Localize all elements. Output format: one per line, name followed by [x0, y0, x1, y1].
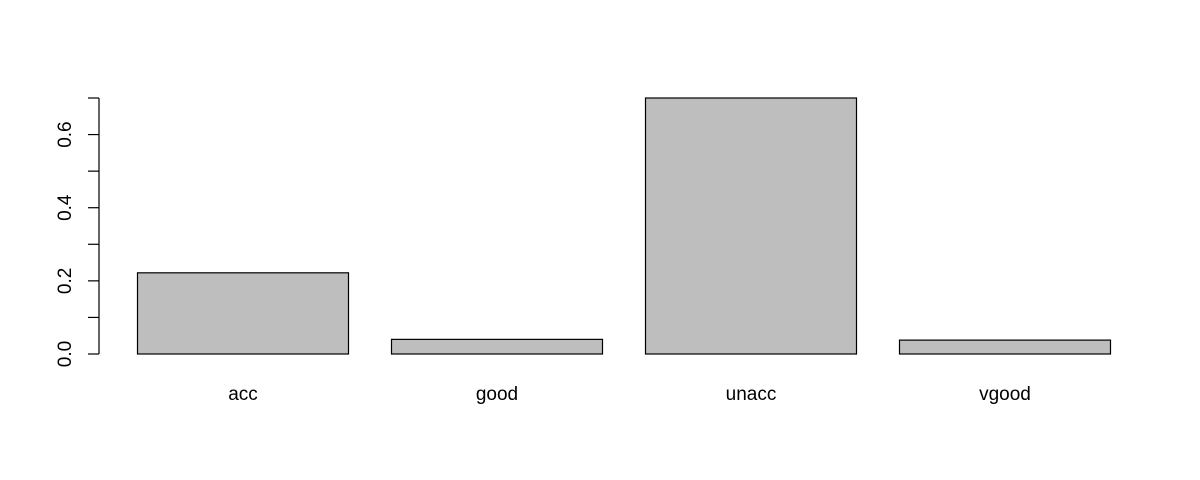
- y-tick-label: 0.4: [55, 194, 76, 221]
- x-label-acc: acc: [228, 384, 258, 405]
- y-tick-label: 0.6: [55, 121, 76, 147]
- y-tick-label: 0.0: [55, 341, 76, 367]
- x-label-vgood: vgood: [979, 384, 1031, 405]
- bar-vgood: [898, 339, 1112, 355]
- bar-acc: [136, 272, 350, 355]
- x-label-unacc: unacc: [726, 384, 777, 405]
- x-axis-labels: acc good unacc vgood: [228, 384, 1031, 405]
- bar-unacc: [644, 97, 858, 355]
- bar-good: [390, 338, 604, 355]
- y-axis: 0.0 0.2 0.4 0.6: [55, 97, 100, 367]
- x-label-good: good: [476, 384, 518, 405]
- y-tick-label: 0.2: [55, 268, 76, 294]
- bars: [136, 97, 1112, 355]
